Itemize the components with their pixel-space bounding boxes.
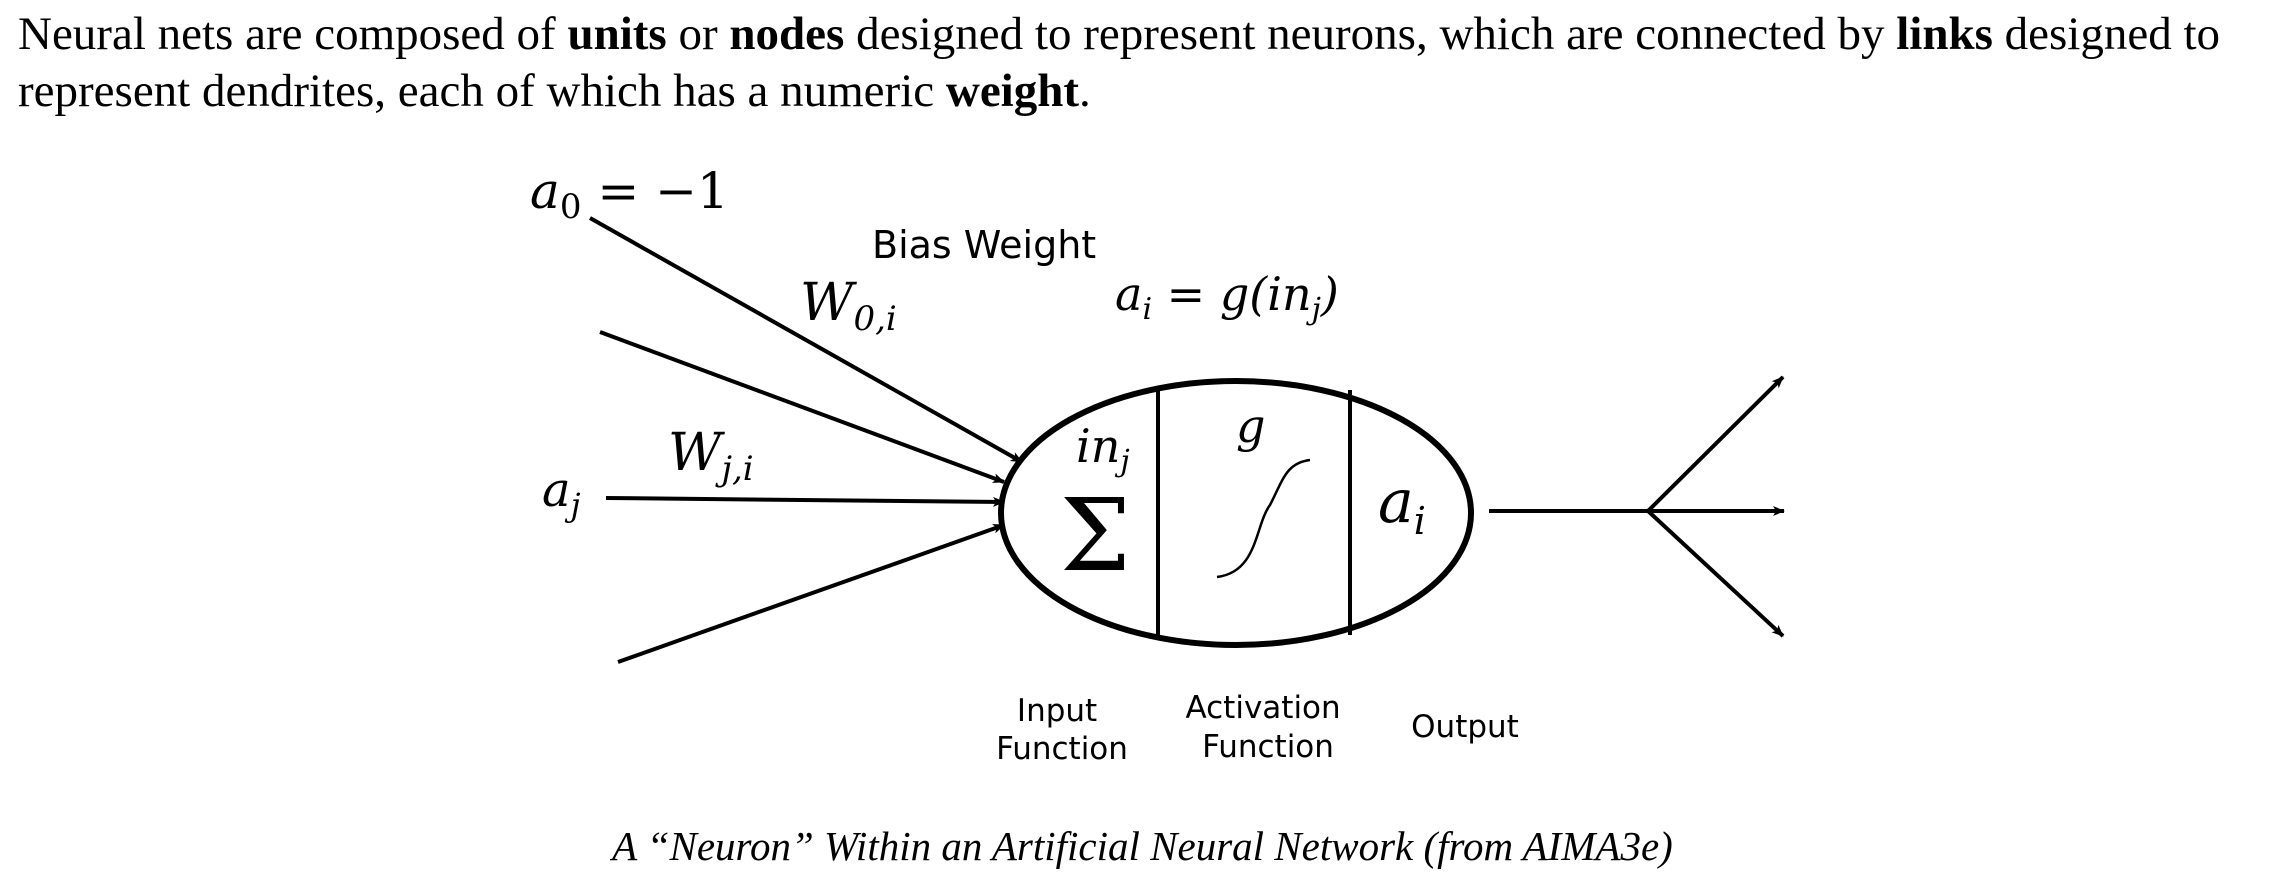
intro-text-4: designed to represent dendrites, each of…: [18, 8, 2221, 117]
intro-text-2: or: [666, 8, 730, 60]
neuron-body: [998, 378, 1474, 648]
inj-label: inj: [1076, 419, 1130, 479]
w0i-label: W0,i: [800, 273, 897, 339]
term-links: links: [1896, 8, 1993, 60]
aj-label: aj: [542, 462, 581, 524]
input-function-label: Input Function: [996, 693, 1128, 767]
term-units: units: [567, 8, 667, 60]
g-label: g: [1236, 399, 1265, 453]
sigmoid-curve: [1216, 458, 1311, 579]
wji-label: Wj,i: [668, 423, 754, 489]
intro-paragraph: Neural nets are composed of units or nod…: [18, 6, 2258, 120]
input-link-line-aj: [605, 496, 1005, 507]
activation-function-label: Activation Function: [1185, 690, 1350, 765]
output-arrow-up: [1646, 375, 1785, 513]
a0-label: a0 = −1: [530, 162, 729, 227]
output-arrow-down: [1646, 509, 1785, 638]
figure-caption: A “Neuron” Within an Artificial Neural N…: [612, 823, 1673, 869]
intro-text-5: .: [1079, 65, 1091, 117]
bias-link-line: [589, 216, 1023, 464]
term-nodes: nodes: [729, 8, 845, 60]
term-weight: weight: [945, 65, 1080, 117]
bias-weight-label: Bias Weight: [872, 223, 1096, 267]
intro-text-1: Neural nets are composed of: [18, 8, 568, 60]
output-label: Output: [1411, 709, 1519, 745]
input-link-line-2: [599, 330, 1005, 484]
output-equation: ai = g(inj): [1115, 267, 1339, 327]
ai-label: ai: [1378, 467, 1426, 543]
sigma-symbol: Σ: [1060, 477, 1131, 594]
intro-text-3: designed to represent neurons, which are…: [844, 8, 1897, 60]
input-link-line-4: [617, 523, 1005, 664]
